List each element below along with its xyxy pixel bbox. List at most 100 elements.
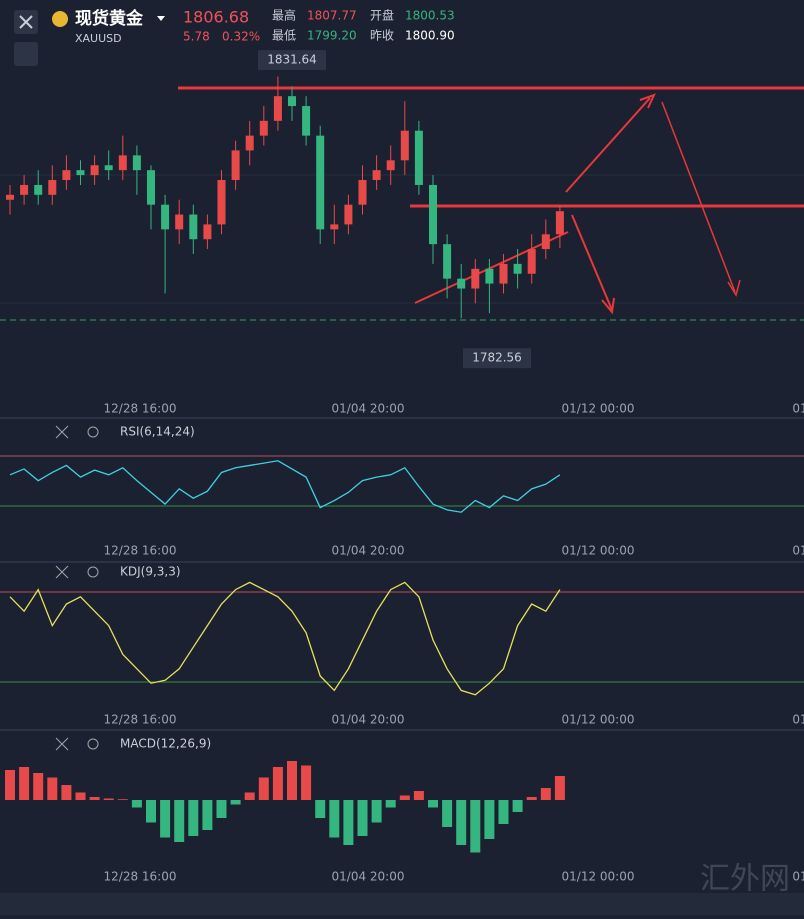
high: 1807.77 <box>307 9 357 23</box>
macd-bar <box>329 800 340 838</box>
macd-bar <box>526 797 537 800</box>
open: 1800.53 <box>405 9 455 23</box>
macd-bar <box>512 800 523 812</box>
x-tick-label: 01 <box>792 402 804 416</box>
watermark: 汇外网 <box>700 862 790 897</box>
candle-body <box>189 214 198 240</box>
price-tag-label: 1782.56 <box>472 351 522 365</box>
close-icon[interactable] <box>55 565 69 579</box>
dropdown[interactable] <box>157 16 165 21</box>
x-tick-label: 12/28 16:00 <box>104 402 177 416</box>
macd-bar <box>456 800 467 845</box>
candle-body <box>372 170 381 181</box>
price-tag <box>463 348 531 369</box>
candle-body <box>555 211 564 235</box>
macd-bar <box>428 800 438 808</box>
macd-bar <box>498 800 509 824</box>
x-tick-label: 01/12 00:00 <box>562 870 635 884</box>
candle-body <box>104 165 113 171</box>
change: 5.78 <box>183 30 210 44</box>
macd-bar <box>103 798 114 800</box>
macd-bar <box>357 800 368 836</box>
macd-bar <box>131 800 142 808</box>
macd-bar <box>5 770 15 800</box>
macd-bar <box>61 785 72 800</box>
candle-body <box>20 184 29 195</box>
x-tick-label: 01/12 00:00 <box>562 544 635 558</box>
candle-body <box>48 180 57 195</box>
close-icon[interactable] <box>55 425 69 439</box>
candle-body <box>429 184 437 245</box>
indicator-title: RSI(6,14,24) <box>120 425 195 439</box>
price: 1806.68 <box>183 8 249 27</box>
macd-bar <box>484 800 495 839</box>
candle-body <box>273 96 282 121</box>
macd-bar <box>202 800 213 830</box>
candle-body <box>386 160 395 171</box>
x-tick-label: 01 <box>792 870 804 884</box>
macd-bar <box>174 800 185 842</box>
x-tick-label: 12/28 16:00 <box>104 713 177 727</box>
close-icon <box>19 15 33 29</box>
candle-body <box>231 150 240 181</box>
settings-icon[interactable] <box>87 566 99 578</box>
macd-bar <box>315 800 326 818</box>
candle-body <box>203 224 212 240</box>
x-tick-label: 01/12 00:00 <box>562 713 635 727</box>
macd-bar <box>216 800 227 818</box>
macd-bar <box>272 767 283 800</box>
label: 最高 <box>272 8 296 23</box>
candle-body <box>147 170 155 205</box>
candle-body <box>288 96 296 107</box>
candle-body <box>161 204 170 230</box>
x-tick-label: 01/12 00:00 <box>562 402 635 416</box>
macd-bar <box>258 777 269 800</box>
macd-bar <box>19 767 30 800</box>
name[interactable]: 现货黄金 <box>75 8 144 29</box>
x-tick-label: 01/04 20:00 <box>332 870 405 884</box>
indicator-line <box>9 581 561 696</box>
candle-body <box>62 170 71 181</box>
macd-bar <box>287 761 297 800</box>
indicator-line <box>9 460 561 513</box>
macd-bar <box>540 788 551 800</box>
macd-bar <box>442 800 453 827</box>
close-icon[interactable] <box>55 737 69 751</box>
macd-bar <box>244 792 255 800</box>
candle-body <box>245 135 254 151</box>
candle-body <box>259 120 268 136</box>
candle-body <box>358 180 367 205</box>
macd-bar <box>188 800 199 836</box>
candle-body <box>76 170 85 176</box>
macd-bar <box>146 800 156 823</box>
tab-bar <box>0 893 804 915</box>
candle-body <box>6 194 14 200</box>
macd-bar <box>230 800 241 805</box>
grid <box>0 174 804 731</box>
settings-icon[interactable] <box>87 738 99 750</box>
macd-bar <box>554 776 565 800</box>
candle-body <box>400 130 409 161</box>
candle-body <box>302 106 311 136</box>
x-tick-label: 01 <box>792 713 804 727</box>
gold-icon <box>52 11 68 27</box>
label: 开盘 <box>370 8 394 23</box>
macd-bar <box>47 777 58 800</box>
x-tick-label: 01 <box>792 544 804 558</box>
candle-body <box>527 249 536 274</box>
candle-body <box>344 204 353 225</box>
macd-bar <box>371 800 382 823</box>
shrink-button[interactable] <box>14 42 38 66</box>
candle-body <box>175 214 184 230</box>
candle-body <box>132 155 141 171</box>
symbol: XAUUSD <box>75 32 122 45</box>
candle-body <box>499 263 508 284</box>
x-tick-label: 01/04 20:00 <box>332 713 405 727</box>
prev: 1800.90 <box>405 29 455 43</box>
settings-icon[interactable] <box>87 426 99 438</box>
x-tick-label: 01/04 20:00 <box>332 402 405 416</box>
indicator-title: KDJ(9,3,3) <box>120 565 181 579</box>
macd-bar <box>89 797 100 800</box>
